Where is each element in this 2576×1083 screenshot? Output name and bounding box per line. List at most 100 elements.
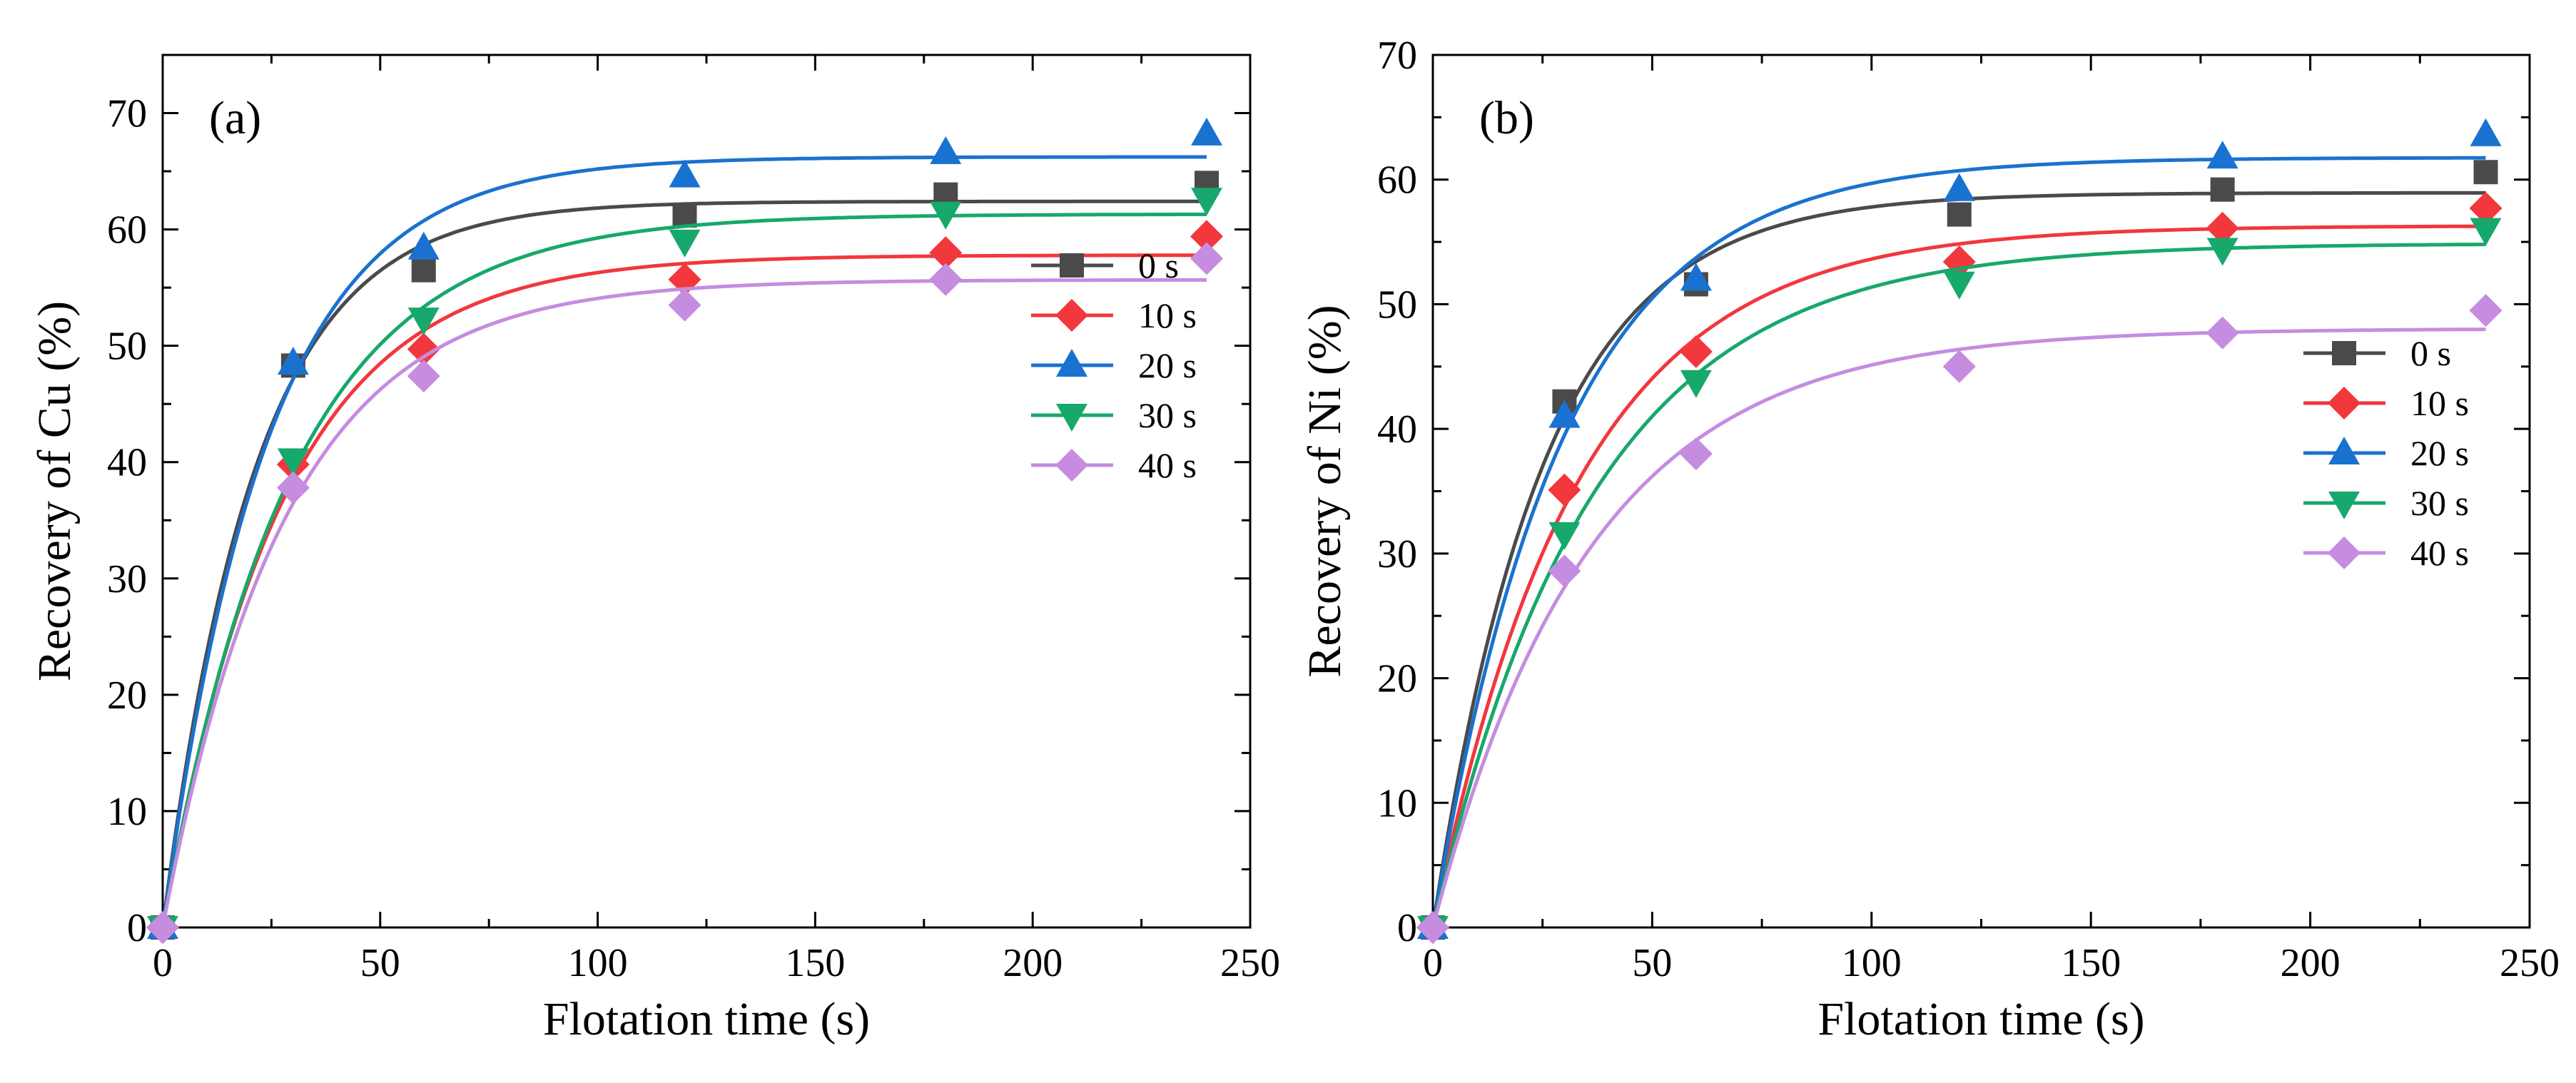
data-point (930, 201, 962, 230)
legend-marker (2328, 387, 2361, 420)
legend-label: 30 s (1138, 395, 1197, 435)
data-point (668, 288, 701, 322)
series-40s (146, 242, 1224, 944)
series-10s (146, 220, 1224, 944)
data-point (407, 332, 440, 366)
data-point (411, 258, 436, 283)
data-point (929, 236, 963, 270)
y-tick-label: 30 (1377, 532, 1417, 576)
legend-marker (2328, 537, 2361, 569)
data-point (1190, 242, 1224, 275)
x-tick-label: 200 (2281, 941, 2341, 985)
data-point (2206, 211, 2239, 245)
legend: 0 s 10 s 20 s 30 s 40 s (1031, 245, 1197, 485)
legend-label: 40 s (1138, 445, 1197, 485)
data-point (1943, 271, 1975, 300)
chart-panel-a: 0 50 100 150 200 250 0 10 20 30 40 50 60 70 Flotation … (29, 54, 1280, 1045)
x-tick-label: 150 (2061, 941, 2121, 985)
data-point (276, 471, 310, 504)
x-tick-label: 50 (360, 941, 400, 985)
x-tick-label: 100 (1842, 941, 1902, 985)
series-line (1431, 190, 2486, 928)
series-line (161, 213, 1207, 928)
data-point (2470, 118, 2502, 146)
legend-marker (1056, 349, 1087, 377)
series-line (1431, 327, 2486, 928)
x-tick-label: 250 (2500, 941, 2560, 985)
series-10s (1416, 191, 2503, 944)
y-tick-label: 50 (107, 325, 147, 369)
x-tick-label: 100 (568, 941, 628, 985)
data-point (2473, 160, 2498, 185)
y-tick-label: 40 (1377, 407, 1417, 452)
data-point (2206, 316, 2239, 350)
data-point (1548, 473, 1581, 507)
legend-label: 10 s (2410, 383, 2469, 423)
series-40s (1416, 294, 2503, 944)
data-point (1548, 522, 1581, 550)
data-point (1943, 173, 1975, 201)
x-tick-label: 0 (153, 941, 173, 985)
series-line (161, 278, 1207, 928)
legend-label: 10 s (1138, 295, 1197, 335)
data-point (1679, 335, 1713, 368)
data-point (1679, 437, 1713, 471)
y-tick-label: 10 (1377, 781, 1417, 825)
series-line (161, 253, 1207, 928)
series-line (1431, 243, 2486, 928)
data-point (2470, 218, 2502, 246)
legend-marker (2328, 437, 2360, 464)
y-tick-label: 60 (107, 208, 147, 253)
data-point (407, 307, 440, 336)
y-tick-label: 30 (107, 557, 147, 601)
data-point (1416, 911, 1449, 944)
y-tick-label: 20 (1377, 657, 1417, 701)
y-axis-title: Recovery of Cu (%) (29, 301, 81, 681)
chart-panel-b: 0 50 100 150 200 250 0 10 20 30 40 50 60 70 Flotation … (1299, 34, 2560, 1045)
x-tick-label: 50 (1632, 941, 1672, 985)
legend-label: 20 s (1138, 345, 1197, 385)
y-tick-label: 20 (107, 673, 147, 718)
y-tick-label: 70 (107, 92, 147, 136)
data-point (146, 911, 179, 944)
data-point (407, 360, 440, 393)
legend-marker (2328, 492, 2360, 519)
y-tick-label: 0 (127, 906, 147, 950)
y-tick-label: 10 (107, 790, 147, 834)
y-tick-label: 70 (1377, 34, 1417, 78)
panel-label: (a) (209, 92, 261, 144)
data-point (930, 136, 962, 164)
x-axis-title: Flotation time (s) (543, 993, 870, 1045)
legend-marker (1056, 404, 1087, 432)
data-point (1680, 263, 1712, 291)
data-point (277, 347, 309, 375)
data-point (1191, 188, 1223, 216)
data-point (669, 229, 701, 258)
series-line (1431, 224, 2486, 928)
data-point (2206, 238, 2238, 266)
y-axis-title: Recovery of Ni (%) (1299, 305, 1351, 677)
legend-label: 30 s (2410, 483, 2469, 523)
x-tick-label: 150 (785, 941, 845, 985)
data-point (929, 263, 963, 296)
x-tick-label: 0 (1423, 941, 1443, 985)
data-point (277, 448, 309, 477)
data-point (1548, 554, 1581, 588)
data-point (407, 231, 440, 260)
x-tick-label: 200 (1003, 941, 1063, 985)
data-point (672, 203, 697, 228)
x-tick-label: 250 (1220, 941, 1280, 985)
data-point (2210, 177, 2235, 202)
data-point (2469, 191, 2503, 225)
legend-label: 0 s (2410, 333, 2451, 373)
x-axis-title: Flotation time (s) (1817, 993, 2144, 1045)
panel-label: (b) (1479, 92, 1534, 144)
legend-marker (2332, 341, 2356, 365)
series-20s (1417, 118, 2502, 939)
y-tick-label: 40 (107, 441, 147, 485)
legend-marker (1060, 253, 1084, 278)
data-point (669, 159, 701, 188)
data-point (1947, 202, 1972, 227)
legend-label: 40 s (2410, 533, 2469, 573)
